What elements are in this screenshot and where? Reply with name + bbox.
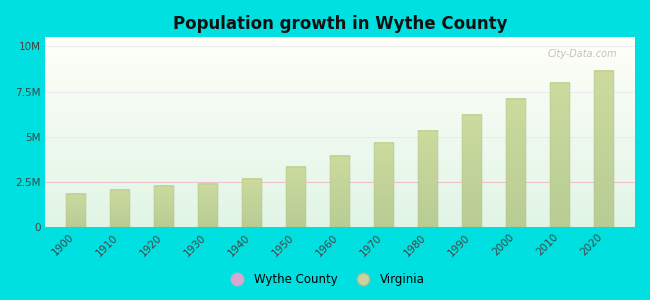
Bar: [242, 179, 262, 227]
Bar: [551, 82, 570, 227]
Bar: [198, 184, 218, 227]
Legend: Wythe County, Virginia: Wythe County, Virginia: [220, 269, 430, 291]
Bar: [462, 116, 482, 227]
Bar: [594, 71, 614, 227]
Bar: [506, 99, 526, 227]
Bar: [330, 156, 350, 227]
Bar: [286, 167, 306, 227]
Bar: [154, 186, 174, 227]
Text: City-Data.com: City-Data.com: [548, 49, 617, 59]
Bar: [111, 190, 130, 227]
Bar: [419, 130, 438, 227]
Bar: [374, 143, 394, 227]
Bar: [66, 194, 86, 227]
Title: Population growth in Wythe County: Population growth in Wythe County: [173, 15, 508, 33]
